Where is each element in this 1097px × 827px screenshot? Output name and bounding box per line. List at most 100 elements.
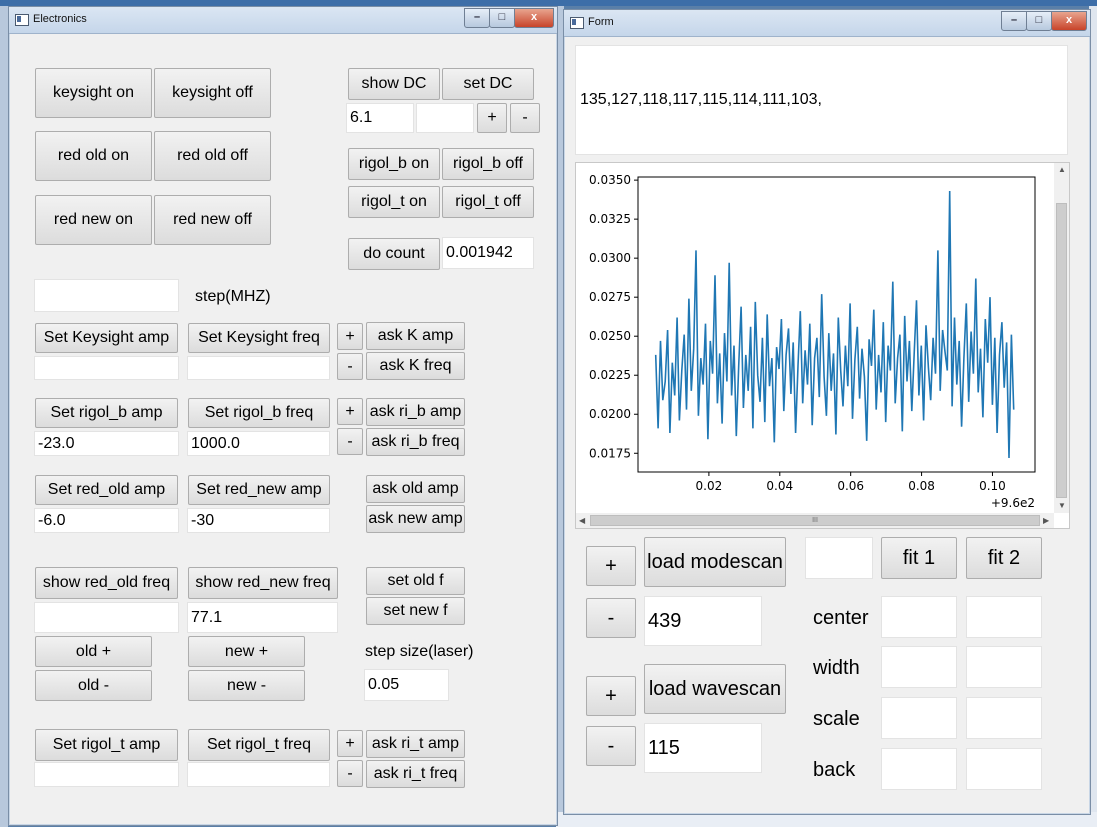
fit1-center-field[interactable] <box>881 596 957 638</box>
y-tick-label: 0.0200 <box>589 407 631 421</box>
red-old-off-button[interactable]: red old off <box>154 131 271 181</box>
rigol-b-on-button[interactable]: rigol_b on <box>348 148 440 180</box>
ask-ri-t-freq-button[interactable]: ask ri_t freq <box>366 760 465 788</box>
close-button[interactable]: x <box>514 8 554 28</box>
minimize-button[interactable]: – <box>1001 11 1027 31</box>
rigol-b-plus-button[interactable]: + <box>337 398 363 425</box>
red-old-freq-field[interactable] <box>34 602 179 633</box>
ask-ri-b-amp-button[interactable]: ask ri_b amp <box>366 398 465 426</box>
maximize-button[interactable]: □ <box>1026 11 1052 31</box>
keysight-amp-field[interactable] <box>34 356 179 380</box>
rigol-b-freq-field[interactable]: 1000.0 <box>187 431 330 456</box>
horizontal-scrollbar[interactable]: ◀ III ▶ <box>576 513 1054 528</box>
ask-k-amp-button[interactable]: ask K amp <box>366 322 465 350</box>
modescan-plus-button[interactable]: + <box>586 546 636 586</box>
rigol-t-on-button[interactable]: rigol_t on <box>348 186 440 218</box>
form-titlebar[interactable]: Form – □ x <box>564 10 1090 37</box>
wavescan-minus-button[interactable]: - <box>586 726 636 766</box>
do-count-button[interactable]: do count <box>348 238 440 270</box>
maximize-button[interactable]: □ <box>489 8 515 28</box>
new-plus-button[interactable]: new + <box>188 636 305 667</box>
keysight-minus-button[interactable]: - <box>337 353 363 380</box>
dc-value-field[interactable]: 6.1 <box>346 103 414 133</box>
wavescan-value-field[interactable]: 115 <box>644 723 762 773</box>
set-keysight-freq-button[interactable]: Set Keysight freq <box>188 323 330 353</box>
set-rigol-b-amp-button[interactable]: Set rigol_b amp <box>35 398 178 428</box>
red-old-amp-field[interactable]: -6.0 <box>34 508 179 533</box>
show-red-new-freq-button[interactable]: show red_new freq <box>188 567 338 599</box>
fit1-width-field[interactable] <box>881 646 957 688</box>
scroll-right-arrow[interactable]: ▶ <box>1043 516 1050 525</box>
text-output-box[interactable]: 135,127,118,117,115,114,111,103, <box>575 45 1068 155</box>
rigol-b-minus-button[interactable]: - <box>337 428 363 455</box>
old-minus-button[interactable]: old - <box>35 670 152 701</box>
step-size-laser-field[interactable]: 0.05 <box>364 669 449 701</box>
show-red-old-freq-button[interactable]: show red_old freq <box>35 567 178 599</box>
keysight-plus-button[interactable]: + <box>337 323 363 350</box>
rigol-t-plus-button[interactable]: + <box>337 730 363 757</box>
set-red-new-amp-button[interactable]: Set red_new amp <box>188 475 330 505</box>
rigol-b-off-button[interactable]: rigol_b off <box>442 148 534 180</box>
keysight-on-button[interactable]: keysight on <box>35 68 152 118</box>
keysight-off-button[interactable]: keysight off <box>154 68 271 118</box>
modescan-minus-button[interactable]: - <box>586 598 636 638</box>
set-rigol-t-amp-button[interactable]: Set rigol_t amp <box>35 729 178 761</box>
fit2-center-field[interactable] <box>966 596 1042 638</box>
set-new-f-button[interactable]: set new f <box>366 597 465 625</box>
close-button[interactable]: x <box>1051 11 1087 31</box>
wavescan-plus-button[interactable]: + <box>586 676 636 716</box>
rigol-t-amp-field[interactable] <box>34 762 179 787</box>
scroll-up-arrow[interactable]: ▲ <box>1058 165 1066 174</box>
red-new-freq-field[interactable]: 77.1 <box>187 602 338 633</box>
red-new-on-button[interactable]: red new on <box>35 195 152 245</box>
set-red-old-amp-button[interactable]: Set red_old amp <box>35 475 178 505</box>
fit2-scale-field[interactable] <box>966 697 1042 739</box>
rigol-t-off-button[interactable]: rigol_t off <box>442 186 534 218</box>
electronics-titlebar[interactable]: Electronics – □ x <box>9 7 557 34</box>
scroll-left-arrow[interactable]: ◀ <box>579 516 586 525</box>
new-minus-button[interactable]: new - <box>188 670 305 701</box>
ask-k-freq-button[interactable]: ask K freq <box>366 352 465 380</box>
rigol-t-minus-button[interactable]: - <box>337 760 363 787</box>
red-old-on-button[interactable]: red old on <box>35 131 152 181</box>
set-old-f-button[interactable]: set old f <box>366 567 465 595</box>
show-dc-button[interactable]: show DC <box>348 68 440 100</box>
horizontal-scroll-thumb[interactable]: III <box>590 515 1040 526</box>
step-mhz-field[interactable] <box>34 279 179 312</box>
dc-plus-button[interactable]: + <box>477 103 507 133</box>
window-app-icon <box>15 14 29 26</box>
load-modescan-button[interactable]: load modescan <box>644 537 786 587</box>
fit-input-field[interactable] <box>805 537 873 579</box>
dc-secondary-field[interactable] <box>416 103 474 133</box>
ask-new-amp-button[interactable]: ask new amp <box>366 505 465 533</box>
dc-minus-button[interactable]: - <box>510 103 540 133</box>
fit-1-button[interactable]: fit 1 <box>881 537 957 579</box>
set-rigol-t-freq-button[interactable]: Set rigol_t freq <box>188 729 330 761</box>
load-wavescan-button[interactable]: load wavescan <box>644 664 786 714</box>
ask-ri-t-amp-button[interactable]: ask ri_t amp <box>366 730 465 758</box>
fit2-back-field[interactable] <box>966 748 1042 790</box>
ask-ri-b-freq-button[interactable]: ask ri_b freq <box>366 428 465 456</box>
red-new-off-button[interactable]: red new off <box>154 195 271 245</box>
fit-2-button[interactable]: fit 2 <box>966 537 1042 579</box>
keysight-freq-field[interactable] <box>187 356 330 380</box>
vertical-scroll-thumb[interactable] <box>1056 203 1067 498</box>
fit1-back-field[interactable] <box>881 748 957 790</box>
fit2-width-field[interactable] <box>966 646 1042 688</box>
minimize-button[interactable]: – <box>464 8 490 28</box>
set-dc-button[interactable]: set DC <box>442 68 534 100</box>
old-plus-button[interactable]: old + <box>35 636 152 667</box>
fit1-scale-field[interactable] <box>881 697 957 739</box>
plot-scroll-area[interactable]: 0.0175 0.0200 0.0225 0.0250 0.0275 0.0300 0.03… <box>575 162 1070 529</box>
count-value-field[interactable]: 0.001942 <box>442 237 534 269</box>
scroll-down-arrow[interactable]: ▼ <box>1058 501 1066 510</box>
rigol-b-amp-field[interactable]: -23.0 <box>34 431 179 456</box>
rigol-t-freq-field[interactable] <box>187 762 330 787</box>
red-new-amp-field[interactable]: -30 <box>187 508 330 533</box>
vertical-scrollbar[interactable]: ▲ ▼ <box>1054 163 1069 513</box>
center-label: center <box>813 607 869 629</box>
set-rigol-b-freq-button[interactable]: Set rigol_b freq <box>188 398 330 428</box>
ask-old-amp-button[interactable]: ask old amp <box>366 475 465 503</box>
modescan-value-field[interactable]: 439 <box>644 596 762 646</box>
set-keysight-amp-button[interactable]: Set Keysight amp <box>35 323 178 353</box>
